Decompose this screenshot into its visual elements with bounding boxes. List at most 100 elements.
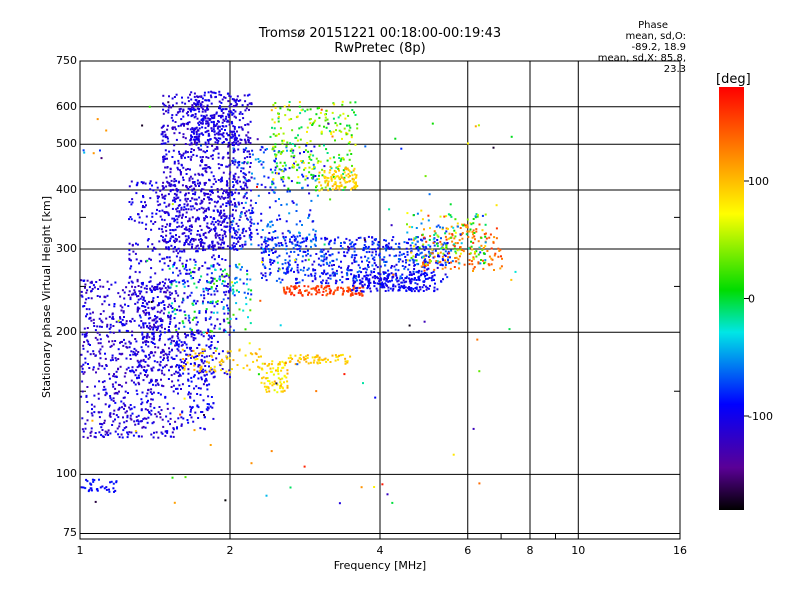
data-point <box>449 203 452 206</box>
data-point <box>283 381 285 384</box>
data-point <box>279 127 282 130</box>
data-point <box>105 391 108 394</box>
data-point <box>215 138 218 141</box>
data-point <box>237 225 240 228</box>
data-point <box>93 394 96 397</box>
y-tick-label: 300 <box>56 242 77 255</box>
plot-frame <box>79 60 681 540</box>
data-point <box>121 306 124 309</box>
data-point <box>235 276 238 279</box>
data-point <box>383 271 386 274</box>
data-point <box>105 365 108 367</box>
data-point <box>256 359 258 362</box>
data-point <box>284 292 287 295</box>
data-point <box>93 286 96 289</box>
data-point <box>368 282 370 285</box>
data-point <box>192 333 194 336</box>
data-point <box>235 265 238 268</box>
data-point <box>210 272 213 275</box>
data-point <box>272 182 275 185</box>
data-point <box>234 232 236 235</box>
data-point <box>237 192 240 195</box>
data-point <box>247 141 250 144</box>
data-point <box>177 159 180 162</box>
data-point <box>163 291 166 294</box>
data-point <box>329 261 331 264</box>
data-point <box>93 325 96 327</box>
data-point <box>434 282 436 285</box>
data-point <box>133 347 136 350</box>
data-point <box>179 124 182 127</box>
data-point <box>161 239 164 242</box>
data-point <box>360 486 363 489</box>
data-point <box>135 258 138 261</box>
data-point <box>439 260 442 263</box>
data-point <box>167 241 170 243</box>
data-point <box>82 347 85 350</box>
data-point <box>232 151 235 154</box>
data-point <box>398 254 401 257</box>
data-point <box>245 230 248 233</box>
data-point <box>192 304 195 306</box>
data-point <box>336 272 338 275</box>
data-point <box>112 487 115 490</box>
data-point <box>368 284 371 287</box>
data-point <box>167 305 170 308</box>
data-point <box>217 242 220 245</box>
data-point <box>212 277 215 280</box>
data-point <box>117 416 120 419</box>
data-point <box>364 245 367 248</box>
data-point <box>107 429 110 432</box>
data-point <box>262 263 265 266</box>
data-point <box>188 321 191 324</box>
data-point <box>212 417 215 420</box>
data-point <box>308 213 311 216</box>
data-point <box>281 142 284 145</box>
data-point <box>288 104 291 107</box>
data-point <box>272 178 275 181</box>
data-point <box>232 135 235 138</box>
data-point <box>141 331 144 334</box>
data-point <box>404 255 407 258</box>
data-point <box>217 256 220 258</box>
data-point <box>190 346 192 349</box>
data-point <box>120 309 123 312</box>
data-point <box>360 290 363 293</box>
data-point <box>145 343 147 346</box>
data-point <box>288 263 291 266</box>
data-point <box>118 384 121 386</box>
data-point <box>306 130 308 133</box>
data-point <box>467 142 469 145</box>
data-point <box>202 133 205 136</box>
data-point <box>397 258 400 260</box>
data-point <box>235 242 238 245</box>
data-point <box>303 250 306 253</box>
data-point <box>104 357 107 360</box>
data-point <box>201 174 204 177</box>
data-point <box>170 374 173 377</box>
data-point <box>340 185 343 187</box>
data-point <box>465 226 468 229</box>
data-point <box>168 303 171 306</box>
data-point <box>239 142 242 145</box>
data-point <box>210 155 213 158</box>
data-point <box>207 122 210 125</box>
data-point <box>420 270 423 273</box>
data-point <box>189 353 192 356</box>
data-point <box>145 375 148 378</box>
data-point <box>220 301 223 303</box>
data-point <box>83 341 86 343</box>
data-point <box>510 278 513 281</box>
data-point <box>117 348 120 351</box>
data-point <box>92 352 95 355</box>
data-point <box>156 286 159 288</box>
data-point <box>399 277 402 280</box>
data-point <box>259 160 262 163</box>
data-point <box>198 208 201 211</box>
data-point <box>197 139 200 141</box>
data-point <box>447 250 450 253</box>
data-point <box>274 237 277 239</box>
data-point <box>136 278 139 281</box>
data-point <box>220 110 223 112</box>
data-point <box>278 268 281 271</box>
